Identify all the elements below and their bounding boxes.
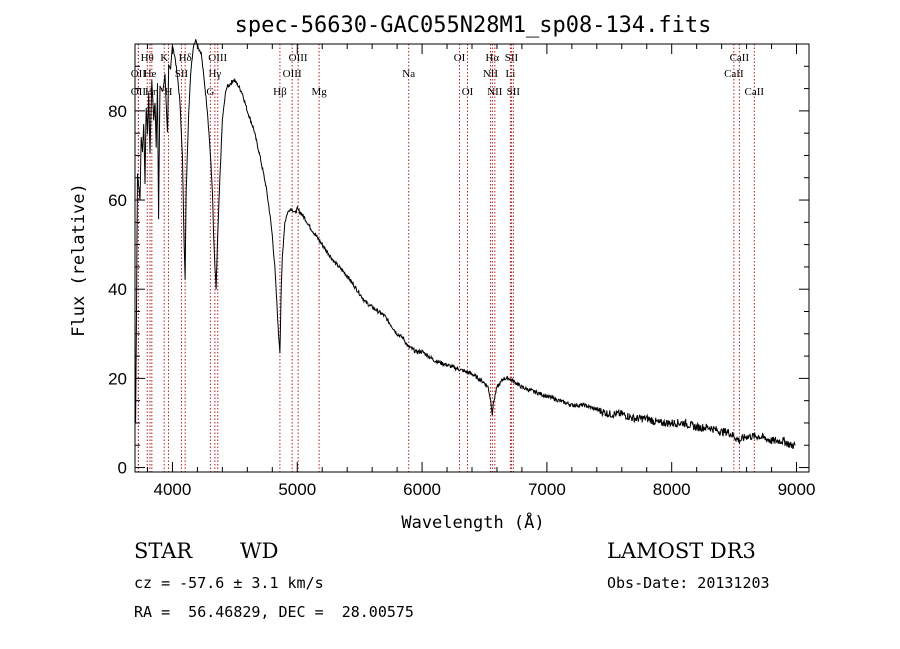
y-tick-label: 0 <box>118 459 127 478</box>
x-tick-label: 7000 <box>528 480 566 499</box>
x-tick-label: 6000 <box>403 480 441 499</box>
spectral-line-label: Hθ <box>141 52 154 64</box>
spectral-line-label: NII <box>483 68 499 80</box>
observation-date: Obs-Date: 20131203 <box>607 574 770 592</box>
spectral-line-label: Hβ <box>273 86 287 98</box>
spectral-line-label: Hγ <box>208 68 221 80</box>
y-tick-label: 20 <box>108 369 127 388</box>
spectral-line-label: OI <box>462 86 474 98</box>
spectral-line-label: CaII <box>745 86 765 98</box>
spectral-line-label: Hα <box>485 52 499 64</box>
y-tick-label: 80 <box>108 102 127 121</box>
spectral-line-label: Mg <box>311 86 327 98</box>
x-tick-label: 9000 <box>778 480 816 499</box>
x-axis-label: Wavelength (Å) <box>401 511 544 533</box>
spectral-line-label: Hδ <box>179 52 192 64</box>
spectrum-chart: spec-56630-GAC055N28M1_sp08-134.fits Hθ O… <box>69 13 816 533</box>
x-tick-label: 8000 <box>653 480 691 499</box>
spectral-line-label: NII <box>487 86 503 98</box>
y-tick-label: 60 <box>108 191 127 210</box>
spectral-line-label: OII <box>131 86 147 98</box>
spectral-line-label: He <box>144 68 157 80</box>
chart-title: spec-56630-GAC055N28M1_sp08-134.fits <box>235 13 712 38</box>
y-axis-label: Flux (relative) <box>69 183 89 337</box>
spectral-line-label: OIII <box>208 52 227 64</box>
spectral-line-label: K <box>160 52 168 64</box>
spectral-line-label: SII <box>505 52 519 64</box>
spectral-line-label: Na <box>402 68 415 80</box>
survey-name: LAMOST DR3 <box>607 539 756 563</box>
spectral-line-label: G <box>206 86 214 98</box>
spectral-line-label: OIII <box>289 52 308 64</box>
x-tick-label: 5000 <box>278 480 316 499</box>
spectral-line-label: OIII <box>283 68 302 80</box>
x-tick-label: 4000 <box>154 480 192 499</box>
redshift-velocity: cz = -57.6 ± 3.1 km/s <box>134 574 324 592</box>
object-class: STAR <box>134 539 193 563</box>
ra-dec-coordinates: RA = 56.46829, DEC = 28.00575 <box>134 603 414 621</box>
y-tick-label: 40 <box>108 280 127 299</box>
spectral-line-label: SII <box>507 86 521 98</box>
plot-frame <box>134 43 810 473</box>
spectral-line-label: CaII <box>730 52 750 64</box>
spectral-line-label: CaII <box>724 68 744 80</box>
spectral-line-label: Li <box>506 68 516 80</box>
spectrum-line <box>135 39 796 450</box>
object-subclass: WD <box>240 539 279 563</box>
spectral-line-label: OI <box>454 52 466 64</box>
